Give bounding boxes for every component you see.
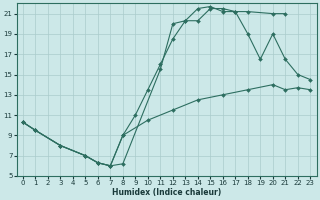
X-axis label: Humidex (Indice chaleur): Humidex (Indice chaleur)	[112, 188, 221, 197]
